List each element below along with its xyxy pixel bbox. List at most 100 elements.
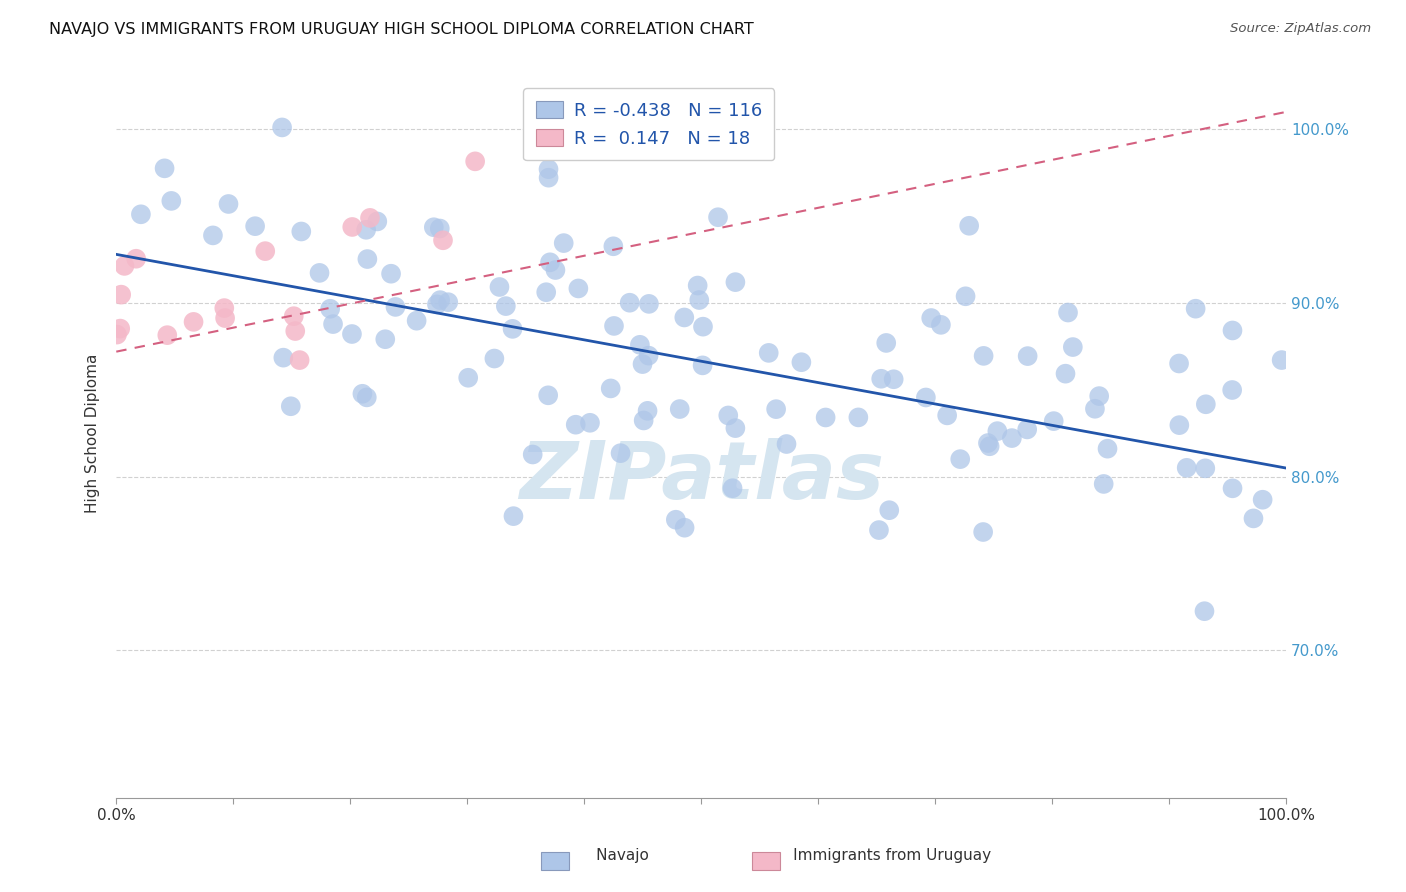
Point: [290, 225, 312, 239]
Point: [129, 207, 152, 221]
Text: Immigrants from Uruguay: Immigrants from Uruguay: [759, 848, 991, 863]
Point: [665, 513, 688, 527]
Point: [986, 424, 1008, 438]
Point: [790, 355, 813, 369]
Point: [429, 221, 451, 235]
Point: [464, 154, 486, 169]
Point: [692, 319, 714, 334]
Point: [254, 244, 277, 259]
Point: [457, 370, 479, 384]
Point: [673, 521, 696, 535]
Point: [522, 448, 544, 462]
Point: [308, 266, 330, 280]
Point: [366, 214, 388, 228]
Point: [1092, 477, 1115, 491]
Point: [218, 197, 240, 211]
Point: [271, 120, 294, 135]
Point: [288, 353, 311, 368]
Point: [599, 381, 621, 395]
Point: [1220, 383, 1243, 397]
Point: [775, 437, 797, 451]
Bar: [752, 852, 780, 870]
Point: [1222, 323, 1244, 337]
Point: [579, 416, 602, 430]
Point: [156, 328, 179, 343]
Point: [322, 317, 344, 331]
Point: [374, 332, 396, 346]
Point: [668, 402, 690, 417]
Point: [1062, 340, 1084, 354]
Point: [183, 315, 205, 329]
Point: [537, 388, 560, 402]
Point: [125, 252, 148, 266]
Text: Source: ZipAtlas.com: Source: ZipAtlas.com: [1230, 22, 1371, 36]
Text: NAVAJO VS IMMIGRANTS FROM URUGUAY HIGH SCHOOL DIPLOMA CORRELATION CHART: NAVAJO VS IMMIGRANTS FROM URUGUAY HIGH S…: [49, 22, 754, 37]
Point: [673, 310, 696, 325]
Point: [342, 219, 364, 234]
Point: [423, 220, 446, 235]
Point: [875, 335, 897, 350]
Point: [273, 351, 295, 365]
Point: [502, 322, 524, 336]
Point: [638, 297, 661, 311]
Point: [724, 275, 747, 289]
Text: ZIPatlas: ZIPatlas: [519, 438, 883, 516]
Point: [765, 402, 787, 417]
Point: [243, 219, 266, 234]
Point: [957, 219, 980, 233]
Point: [814, 410, 837, 425]
Point: [429, 293, 451, 307]
Point: [977, 436, 1000, 450]
Point: [437, 295, 460, 310]
Point: [1097, 442, 1119, 456]
Point: [920, 311, 942, 326]
Point: [609, 446, 631, 460]
Point: [538, 255, 561, 269]
Point: [352, 386, 374, 401]
Point: [1057, 305, 1080, 319]
Point: [758, 346, 780, 360]
Point: [283, 309, 305, 323]
Point: [537, 162, 560, 177]
Text: Navajo: Navajo: [562, 848, 650, 863]
Point: [354, 223, 377, 237]
Point: [201, 228, 224, 243]
Point: [1088, 389, 1111, 403]
Y-axis label: High School Diploma: High School Diploma: [86, 353, 100, 513]
Point: [153, 161, 176, 176]
Point: [929, 318, 952, 332]
Point: [380, 267, 402, 281]
Point: [979, 439, 1001, 453]
Point: [284, 324, 307, 338]
Point: [495, 299, 517, 313]
Point: [972, 524, 994, 539]
Point: [915, 391, 938, 405]
Point: [877, 503, 900, 517]
Point: [432, 233, 454, 247]
Point: [553, 236, 575, 251]
Point: [603, 318, 626, 333]
Point: [936, 409, 959, 423]
Point: [112, 259, 135, 273]
Point: [1084, 401, 1107, 416]
Point: [1168, 357, 1191, 371]
Point: [537, 170, 560, 185]
Point: [426, 297, 449, 311]
Point: [384, 300, 406, 314]
Point: [105, 327, 128, 342]
Bar: [541, 852, 569, 870]
Point: [567, 281, 589, 295]
Point: [633, 413, 655, 427]
Point: [340, 326, 363, 341]
Point: [356, 252, 378, 266]
Point: [846, 410, 869, 425]
Point: [607, 134, 630, 148]
Point: [356, 390, 378, 404]
Point: [1194, 461, 1216, 475]
Point: [110, 287, 132, 301]
Point: [1222, 481, 1244, 495]
Point: [214, 311, 236, 326]
Point: [319, 301, 342, 316]
Point: [544, 263, 567, 277]
Point: [405, 314, 427, 328]
